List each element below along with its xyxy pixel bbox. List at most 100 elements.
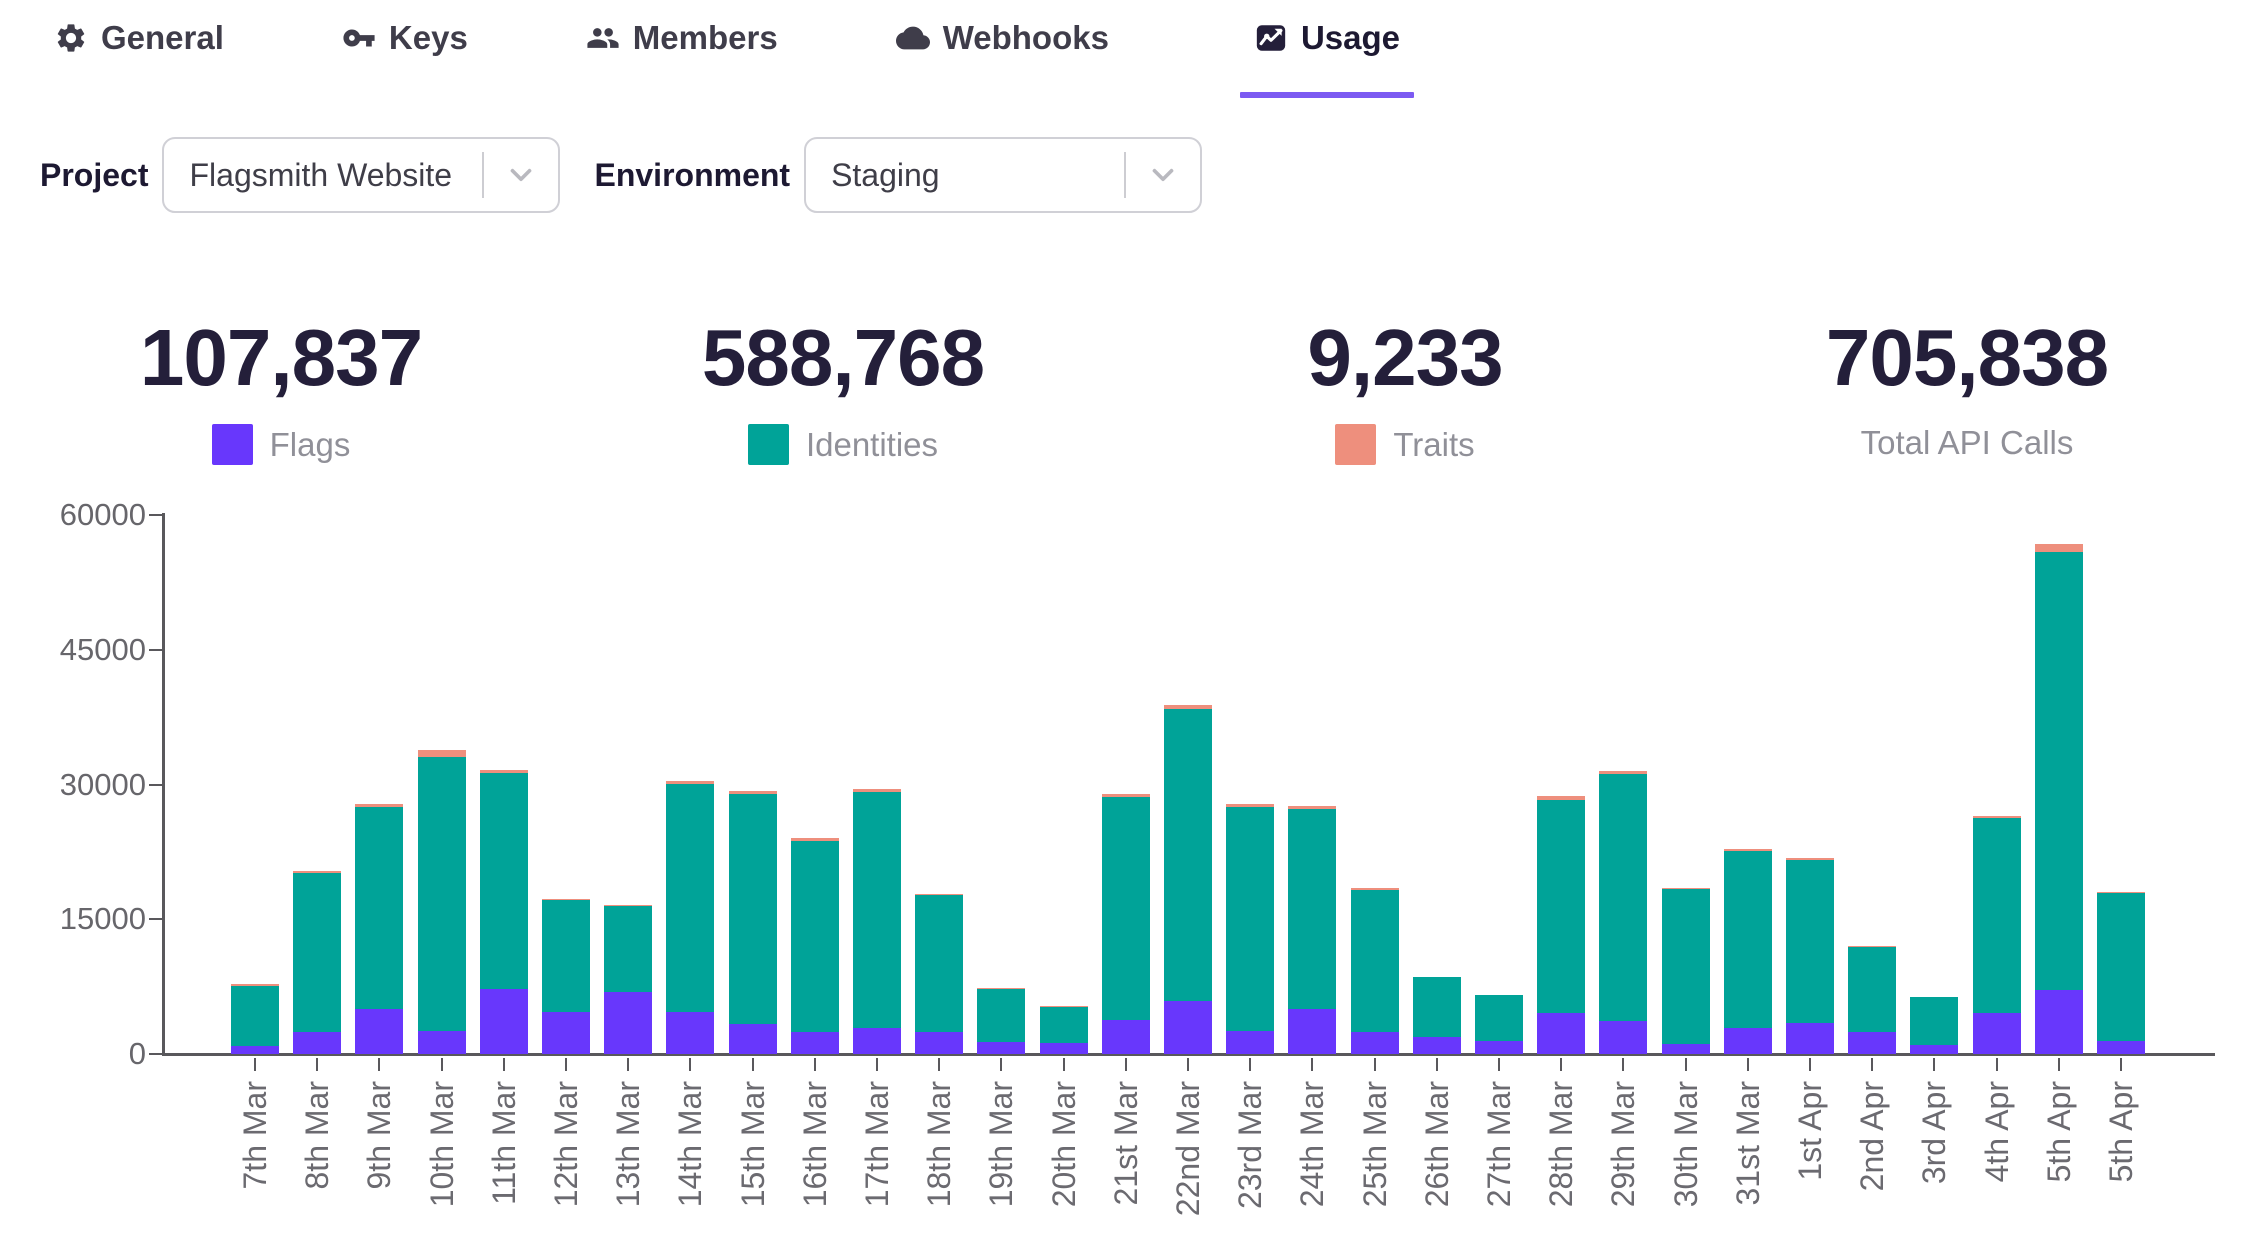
bar-29th-mar[interactable] bbox=[1599, 771, 1648, 1054]
x-axis-tick bbox=[1622, 1058, 1625, 1071]
bar-23rd-mar[interactable] bbox=[1226, 804, 1275, 1054]
bar-24th-mar[interactable] bbox=[1288, 806, 1337, 1054]
environment-select[interactable]: Staging bbox=[804, 137, 1203, 213]
x-axis-tick bbox=[1809, 1058, 1811, 1071]
tab-keys[interactable]: Keys bbox=[328, 16, 482, 60]
bar-4th-apr[interactable] bbox=[1972, 815, 2021, 1054]
bar-segment-identities bbox=[2034, 551, 2083, 991]
x-axis-label: 5th Apr bbox=[2040, 1081, 2077, 1183]
bar-segment-identities bbox=[293, 872, 342, 1033]
bar-segment-traits bbox=[2097, 892, 2145, 894]
x-axis-tick bbox=[378, 1058, 381, 1071]
bar-27th-mar[interactable] bbox=[1475, 994, 1523, 1054]
bar-31st-mar[interactable] bbox=[1723, 849, 1772, 1054]
bar-segment-flags bbox=[231, 1045, 279, 1054]
tab-general[interactable]: General bbox=[40, 16, 238, 60]
bar-segment-traits bbox=[728, 790, 777, 795]
bar-segment-traits bbox=[604, 904, 653, 906]
bar-25th-mar[interactable] bbox=[1350, 887, 1399, 1054]
bar-segment-flags bbox=[542, 1011, 590, 1054]
bar-8th-mar[interactable] bbox=[293, 870, 342, 1054]
legend-traits: Traits bbox=[1124, 424, 1686, 465]
bar-16th-mar[interactable] bbox=[790, 838, 839, 1054]
y-axis: 0 15000 30000 45000 60000 bbox=[0, 497, 162, 1071]
bar-segment-traits bbox=[666, 780, 715, 784]
tab-label: Usage bbox=[1300, 19, 1400, 56]
bar-segment-traits bbox=[1848, 946, 1897, 948]
bar-28th-mar[interactable] bbox=[1537, 796, 1586, 1054]
bar-14th-mar[interactable] bbox=[666, 780, 715, 1054]
x-axis-tick bbox=[1871, 1058, 1874, 1071]
tab-members[interactable]: Members bbox=[572, 16, 792, 60]
y-axis-tick bbox=[149, 648, 162, 651]
bar-segment-traits bbox=[1661, 887, 1710, 890]
x-axis-tick bbox=[316, 1058, 319, 1071]
bar-5th-apr[interactable] bbox=[2034, 543, 2083, 1054]
x-axis-label: 12th Mar bbox=[548, 1081, 584, 1208]
x-axis-label: 10th Mar bbox=[423, 1081, 460, 1208]
bar-20th-mar[interactable] bbox=[1039, 1006, 1088, 1054]
bar-segment-flags bbox=[1786, 1022, 1834, 1054]
legend-identities: Identities bbox=[562, 424, 1124, 465]
x-axis-label: 8th Mar bbox=[299, 1081, 336, 1190]
bar-12th-mar[interactable] bbox=[542, 898, 590, 1054]
y-axis-label: 15000 bbox=[59, 901, 146, 937]
bar-segment-identities bbox=[1786, 859, 1834, 1023]
bar-1st-apr[interactable] bbox=[1786, 858, 1834, 1054]
bar-3rd-apr[interactable] bbox=[1910, 996, 1959, 1054]
bar-segment-identities bbox=[479, 772, 528, 990]
x-axis-label: 23rd Mar bbox=[1232, 1081, 1269, 1210]
bar-segment-traits bbox=[355, 804, 404, 807]
bar-2nd-apr[interactable] bbox=[1848, 946, 1897, 1054]
bar-9th-mar[interactable] bbox=[355, 804, 404, 1054]
bar-7th-mar[interactable] bbox=[231, 983, 279, 1054]
bar-segment-traits bbox=[853, 789, 901, 792]
tab-webhooks[interactable]: Webhooks bbox=[882, 16, 1123, 60]
chart-icon bbox=[1256, 25, 1286, 51]
stat-flags: 107,837 Flags bbox=[0, 318, 562, 465]
x-axis-tick bbox=[813, 1058, 816, 1071]
bar-segment-flags bbox=[2097, 1040, 2145, 1054]
usage-totals: 107,837 Flags 588,768 Identities 9,233 T… bbox=[0, 318, 2248, 465]
bar-segment-identities bbox=[1848, 947, 1897, 1032]
bar-segment-flags bbox=[1288, 1009, 1337, 1054]
bar-21st-mar[interactable] bbox=[1101, 794, 1150, 1054]
bar-18th-mar[interactable] bbox=[915, 894, 964, 1054]
bar-segment-identities bbox=[977, 989, 1026, 1043]
x-axis-label: 25th Mar bbox=[1356, 1081, 1393, 1208]
bar-segment-flags bbox=[790, 1032, 839, 1054]
bar-segment-traits bbox=[977, 988, 1026, 990]
identities-swatch bbox=[747, 424, 789, 465]
tab-usage[interactable]: Usage bbox=[1239, 16, 1415, 98]
bar-5th-apr[interactable] bbox=[2097, 892, 2145, 1054]
y-axis-tick bbox=[149, 783, 162, 786]
bar-30th-mar[interactable] bbox=[1661, 887, 1710, 1054]
tab-label: Members bbox=[632, 19, 778, 56]
bar-26th-mar[interactable] bbox=[1412, 976, 1461, 1054]
identities-total: 588,768 bbox=[701, 313, 985, 402]
bar-segment-identities bbox=[542, 899, 590, 1012]
bar-segment-flags bbox=[1039, 1043, 1088, 1054]
x-axis-label: 1st Apr bbox=[1792, 1081, 1828, 1181]
bar-segment-flags bbox=[1350, 1032, 1399, 1054]
bar-segment-identities bbox=[915, 895, 964, 1033]
x-axis-label: 24th Mar bbox=[1294, 1081, 1331, 1208]
bar-segment-identities bbox=[604, 905, 653, 993]
bar-11th-mar[interactable] bbox=[479, 770, 528, 1054]
project-select[interactable]: Flagsmith Website bbox=[162, 137, 561, 213]
x-axis-label: 18th Mar bbox=[921, 1081, 958, 1208]
chevron-down-icon bbox=[1126, 158, 1200, 192]
bar-22nd-mar[interactable] bbox=[1164, 705, 1212, 1054]
bars-layer: 7th Mar 8th Mar 9th Mar 10th Mar 11th Mar 12t… bbox=[165, 515, 2225, 1216]
bar-segment-traits bbox=[1288, 806, 1337, 809]
bar-13th-mar[interactable] bbox=[604, 904, 653, 1054]
x-axis-tick bbox=[1124, 1058, 1127, 1071]
x-axis-label: 11th Mar bbox=[485, 1081, 522, 1205]
bar-10th-mar[interactable] bbox=[417, 750, 466, 1054]
total-api-calls: 705,838 bbox=[1825, 313, 2109, 402]
bar-17th-mar[interactable] bbox=[853, 789, 901, 1054]
bar-15th-mar[interactable] bbox=[728, 790, 777, 1054]
x-axis-label: 26th Mar bbox=[1418, 1081, 1455, 1208]
bar-segment-identities bbox=[1164, 709, 1212, 1001]
bar-19th-mar[interactable] bbox=[977, 988, 1026, 1054]
